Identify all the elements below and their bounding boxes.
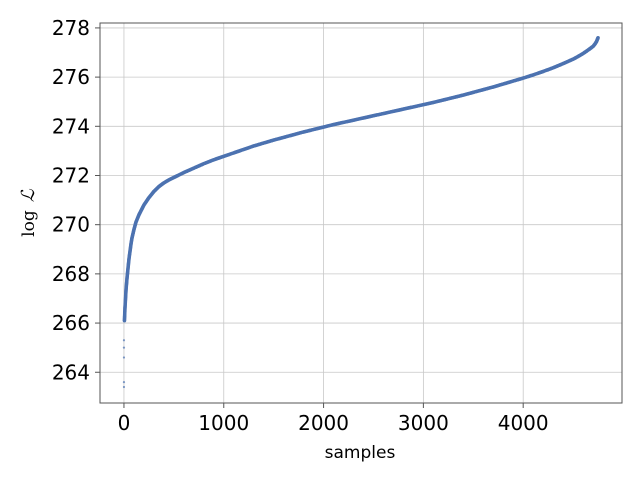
data-point: [122, 380, 126, 384]
x-tick-label: 3000: [398, 411, 449, 435]
y-axis: 264 266 268 270 272 274 276 278: [52, 16, 100, 384]
x-tick-label: 1000: [198, 411, 249, 435]
y-axis-label-func: log: [19, 210, 39, 237]
y-axis-label: log ℒ: [18, 188, 39, 237]
y-tick-label: 270: [52, 213, 90, 237]
data-point: [122, 356, 126, 359]
y-tick-label: 264: [52, 360, 90, 384]
x-tick-label: 2000: [298, 411, 349, 435]
y-tick-label: 272: [52, 163, 90, 187]
x-tick-label: 0: [118, 411, 131, 435]
data-series: [122, 35, 600, 389]
data-point: [122, 339, 126, 342]
plot-frame: [99, 22, 623, 404]
svg-text:log ℒ: log ℒ: [18, 188, 39, 237]
y-tick-label: 266: [52, 311, 90, 335]
grid: [100, 23, 622, 403]
y-tick-label: 268: [52, 262, 90, 286]
y-axis-label-symbol: ℒ: [18, 188, 39, 202]
data-point: [122, 385, 126, 389]
x-axis-label: samples: [325, 443, 396, 463]
data-point: [122, 346, 126, 349]
y-tick-label: 276: [52, 65, 90, 89]
x-tick-label: 4000: [498, 411, 549, 435]
data-point: [595, 36, 600, 41]
y-tick-label: 274: [52, 114, 90, 138]
y-tick-label: 278: [52, 16, 90, 40]
x-axis: 0 1000 2000 3000 4000: [118, 403, 549, 435]
